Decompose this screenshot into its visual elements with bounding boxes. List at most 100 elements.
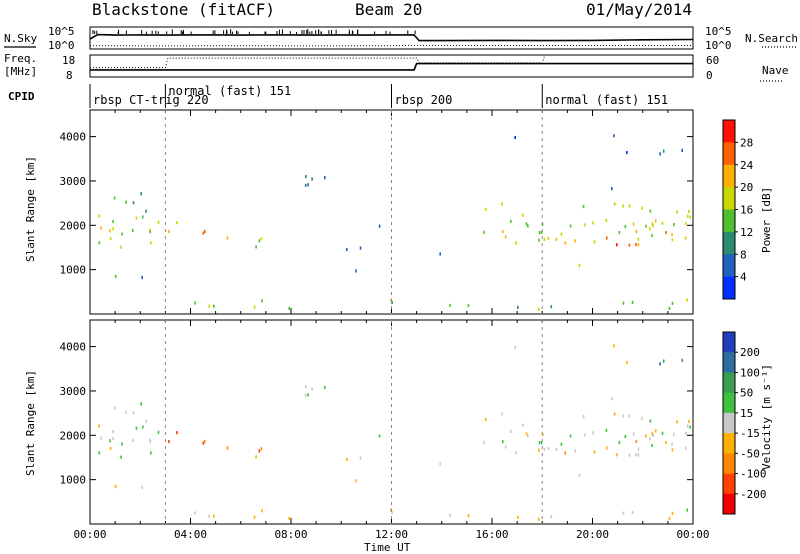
power-cell — [140, 192, 142, 196]
power-cell — [654, 219, 657, 223]
velocity-cell — [157, 430, 160, 434]
velocity-cell — [307, 393, 309, 397]
velocity-cell — [637, 453, 640, 457]
power-cell — [359, 246, 362, 250]
colorbar-tick-label: 50 — [740, 387, 753, 400]
velocity-cell — [668, 516, 671, 520]
colorbar-cell — [723, 453, 735, 474]
power-cell — [676, 210, 678, 214]
velocity-cell — [555, 447, 558, 451]
power-cell — [208, 304, 210, 308]
power-cell — [113, 196, 116, 200]
velocity-colorbar: Velocity [m s⁻¹] 200 100 50 15 -15 -50 -100 -20… — [722, 331, 773, 515]
power-cell — [390, 298, 392, 302]
power-cell — [671, 301, 674, 305]
velocity-cell — [671, 448, 674, 452]
velocity-cell — [641, 416, 643, 420]
colorbar-tick-label: 15 — [740, 407, 753, 420]
velocity-cell — [578, 473, 581, 477]
power-colorbar: Power [dB] 4 8 12 16 20 24 28 — [722, 119, 773, 300]
velocity-cell — [537, 517, 540, 521]
power-cell — [226, 236, 229, 240]
power-cell — [391, 301, 393, 305]
colorbar-cell — [723, 276, 735, 300]
power-cell — [618, 230, 621, 235]
velocity-cell — [622, 414, 625, 418]
velocity-cell — [504, 445, 507, 449]
power-cell — [651, 222, 654, 226]
velocity-cell — [253, 515, 256, 519]
colorbar-frame — [722, 331, 736, 515]
power-cell — [569, 224, 572, 228]
power-cell — [637, 237, 640, 241]
velocity-cell — [645, 434, 647, 438]
velocity-cell — [632, 432, 635, 436]
power-cell — [626, 151, 628, 155]
velocity-cell — [659, 362, 661, 366]
velocity-cell — [135, 426, 138, 430]
velocity-cell — [564, 451, 567, 455]
power-cell — [632, 222, 635, 226]
power-cell — [668, 306, 671, 310]
velocity-cell — [637, 447, 640, 451]
power-cell — [132, 228, 134, 233]
velocity-cell — [120, 455, 122, 459]
velocity-cell — [378, 434, 381, 438]
velocity-cell — [510, 429, 512, 433]
cpid-segment-label: rbsp 200 — [395, 93, 453, 107]
power-cell — [605, 218, 608, 222]
power-cell — [574, 239, 576, 243]
power-cell — [673, 222, 675, 227]
power-ylabel: Slant Range [km] — [24, 156, 37, 262]
power-cell — [194, 301, 196, 305]
power-cell — [109, 237, 112, 241]
velocity-cell — [611, 397, 613, 401]
freq-left-tick-high: 18 — [62, 54, 75, 67]
velocity-cell — [685, 432, 687, 436]
velocity-cell — [688, 419, 690, 423]
velocity-cell — [517, 515, 519, 519]
velocity-cell — [304, 393, 307, 397]
velocity-cell — [202, 441, 205, 445]
power-cell — [645, 224, 647, 228]
power-panel: Slant Range [km] 1000 2000 3000 4000 — [24, 109, 694, 315]
power-cell — [538, 238, 540, 242]
velocity-cell — [550, 515, 553, 519]
velocity-cell — [582, 414, 585, 419]
power-cell — [582, 204, 585, 209]
velocity-cell — [686, 424, 689, 428]
velocity-cell — [593, 450, 596, 454]
velocity-cell — [628, 414, 631, 418]
y-tick-label: 2000 — [60, 219, 87, 232]
date-title: 01/May/2014 — [586, 0, 692, 19]
velocity-cell — [261, 509, 263, 513]
velocity-cell — [649, 437, 651, 441]
noise-right-tick-low: 10^0 — [705, 39, 732, 52]
power-cell — [613, 134, 615, 138]
freq-right-tick-high: 60 — [706, 54, 719, 67]
y-tick-label: 1000 — [60, 474, 87, 487]
velocity-cell — [689, 425, 691, 429]
power-cell — [324, 176, 326, 180]
velocity-cell — [671, 442, 673, 447]
velocity-cell — [618, 440, 621, 445]
velocity-cell — [605, 428, 608, 432]
power-cell — [467, 304, 470, 308]
x-tick-label: 00:00 — [73, 528, 106, 541]
power-cell — [304, 183, 307, 187]
colorbar-tick-label: 12 — [740, 226, 753, 239]
power-cell — [157, 220, 160, 224]
velocity-cell — [485, 417, 487, 421]
noise-right-tick-high: 10^5 — [705, 25, 732, 38]
velocity-cell — [204, 439, 206, 444]
noise-series-1 — [89, 44, 693, 47]
power-cell — [537, 307, 540, 311]
velocity-cell — [288, 516, 290, 520]
power-cell — [168, 229, 170, 234]
velocity-cell — [538, 441, 541, 445]
velocity-cell — [150, 451, 152, 455]
velocity-cell — [305, 384, 307, 389]
y-tick-label: 4000 — [60, 341, 87, 354]
power-scatter — [98, 134, 691, 311]
